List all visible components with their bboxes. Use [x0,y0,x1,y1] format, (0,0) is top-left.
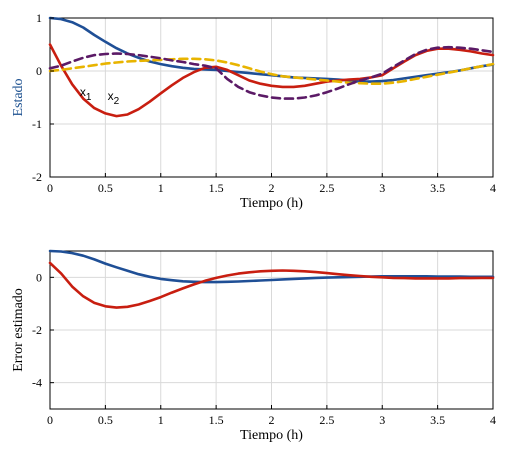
error-chart: 0 0.5 1 1.5 2 2.5 3 3.5 4 0 -2 -4 Tiempo (h) Error… [11,249,496,443]
error-xtick-label-5: 2.5 [319,413,334,427]
state-annotation-0: x1 [80,85,92,103]
state-series-line-2 [48,57,495,85]
error-xtick-label-4: 2 [269,413,275,427]
state-ytick-label-2: -1 [32,117,42,131]
state-ytick-label-0: 1 [36,11,42,25]
state-xtick-label-5: 2.5 [319,181,334,195]
error-xtick-label-6: 3 [379,413,385,427]
state-annotation-1: x2 [108,89,120,107]
error-ytick-label-2: -4 [32,376,42,390]
state-chart-ylabel: Estado [11,78,26,116]
error-ytick-label-1: -2 [32,323,42,337]
error-xtick-label-3: 1.5 [209,413,224,427]
state-ytick-label-1: 0 [36,64,42,78]
state-xtick-label-7: 3.5 [430,181,445,195]
state-chart-xlabel: Tiempo (h) [240,196,303,211]
state-chart: 0 0.5 1 1.5 2 2.5 3 3.5 4 1 0 -1 -2 Tiempo (h) Esta… [11,11,496,211]
error-ytick-label-0: 0 [36,270,42,284]
error-xtick-label-8: 4 [490,413,496,427]
state-xtick-label-0: 0 [47,181,53,195]
error-xtick-label-0: 0 [47,413,53,427]
state-xtick-label-4: 2 [269,181,275,195]
error-series-line-0 [48,249,495,284]
error-xtick-label-7: 3.5 [430,413,445,427]
error-xtick-label-1: 0.5 [98,413,113,427]
state-xtick-label-1: 0.5 [98,181,113,195]
state-series-line-3 [48,45,495,100]
state-xtick-label-3: 1.5 [209,181,224,195]
state-ytick-label-3: -2 [32,170,42,184]
state-xtick-label-8: 4 [490,181,496,195]
error-xtick-label-2: 1 [158,413,164,427]
error-series-line-1 [48,261,495,309]
state-xtick-label-2: 1 [158,181,164,195]
error-chart-ylabel: Error estimado [11,288,26,372]
error-chart-xlabel: Tiempo (h) [240,428,303,443]
state-xtick-label-6: 3 [379,181,385,195]
